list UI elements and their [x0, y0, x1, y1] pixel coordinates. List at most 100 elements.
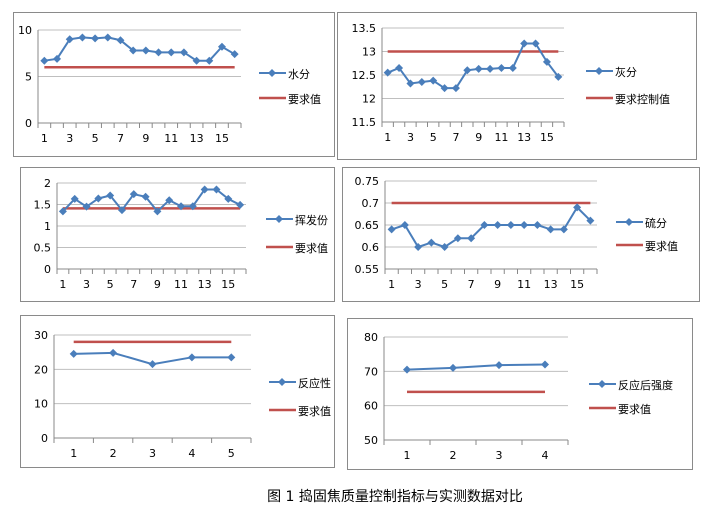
chart-volatile: 0 0.5 1 1.5 2 1 3 5 7 9 11 13 15 挥发份 要求值: [20, 167, 335, 302]
data-point: [387, 225, 396, 234]
legend-label: 要求值: [288, 93, 321, 106]
x-tick-label: 7: [452, 131, 459, 144]
x-tick-label: 9: [494, 278, 501, 291]
x-tick-label: 1: [384, 131, 391, 144]
legend-label: 要求值: [298, 405, 331, 418]
chart-sulfur: 0.55 0.6 0.65 0.7 0.75 1 3 5 7 9 11 13 15 硫分 要求值: [342, 167, 700, 302]
data-point: [541, 360, 549, 369]
data-point: [467, 234, 476, 243]
data-point: [70, 194, 79, 203]
legend-marker: [278, 378, 286, 386]
x-tick-label: 3: [149, 447, 156, 460]
legend-label: 要求值: [645, 240, 678, 253]
data-point: [542, 57, 551, 66]
x-tick-label: 15: [570, 278, 584, 291]
data-point: [91, 34, 100, 43]
x-tick-label: 9: [142, 132, 149, 145]
data-point: [65, 35, 74, 44]
measured-line: [391, 205, 592, 249]
y-tick-label: 13.5: [352, 22, 377, 35]
x-tick-label: 5: [228, 447, 235, 460]
data-point: [78, 33, 87, 42]
data-point: [400, 221, 409, 229]
x-tick-label: 5: [92, 132, 99, 145]
legend-label: 反应性: [298, 376, 331, 390]
y-tick-label: 0: [44, 263, 51, 276]
x-tick-label: 9: [475, 131, 482, 144]
x-tick-label: 11: [494, 131, 508, 144]
data-point: [200, 185, 209, 194]
x-tick-label: 4: [188, 447, 195, 460]
x-tick-label: 5: [107, 278, 114, 291]
y-tick-label: 80: [364, 331, 378, 344]
data-point: [493, 221, 502, 229]
data-point: [192, 56, 201, 65]
data-point: [559, 225, 568, 234]
data-point: [106, 191, 115, 200]
y-tick-label: 0.6: [362, 241, 380, 254]
legend-marker: [268, 69, 276, 77]
x-tick-label: 11: [164, 132, 178, 145]
y-tick-label: 0.75: [355, 175, 380, 188]
data-point: [177, 202, 186, 211]
data-point: [531, 39, 540, 48]
data-point: [497, 63, 506, 72]
legend-marker: [275, 215, 283, 223]
data-point: [453, 234, 462, 243]
measured-line: [406, 363, 546, 371]
x-tick-label: 11: [517, 278, 531, 291]
data-point: [533, 221, 542, 229]
x-tick-label: 1: [70, 447, 77, 460]
x-tick-label: 5: [430, 131, 437, 144]
data-point: [179, 48, 188, 57]
x-tick-label: 7: [130, 278, 137, 291]
x-tick-label: 7: [468, 278, 475, 291]
legend-marker: [595, 67, 603, 75]
data-point: [427, 238, 436, 247]
data-point: [486, 64, 495, 73]
x-tick-label: 7: [117, 132, 124, 145]
data-point: [82, 202, 91, 211]
x-tick-label: 5: [441, 278, 448, 291]
y-tick-label: 30: [34, 329, 48, 342]
data-point: [53, 54, 62, 63]
legend-marker: [598, 380, 606, 388]
data-point: [141, 192, 150, 201]
data-point: [451, 84, 460, 93]
x-tick-label: 3: [496, 449, 503, 462]
legend-label: 要求值: [295, 242, 328, 255]
data-point: [520, 39, 529, 48]
legend-label: 要求值: [618, 403, 651, 416]
y-tick-label: 0.65: [355, 219, 380, 232]
x-tick-label: 15: [215, 132, 229, 145]
data-point: [224, 194, 233, 203]
data-point: [154, 48, 163, 57]
data-point: [417, 78, 426, 87]
y-tick-label: 10: [18, 24, 32, 37]
y-tick-label: 12: [362, 93, 376, 106]
chart-reactivity: 0 10 20 30 1 2 3 4 5 反应性 要求值: [20, 315, 335, 468]
data-point: [212, 185, 221, 194]
measured-line: [62, 188, 241, 213]
data-point: [403, 365, 411, 374]
y-tick-label: 0.7: [362, 197, 380, 210]
y-tick-label: 10: [34, 398, 48, 411]
measured-line: [44, 36, 236, 62]
y-tick-label: 70: [364, 365, 378, 378]
legend-marker: [625, 218, 633, 226]
legend-label: 要求控制值: [615, 92, 670, 106]
data-point: [414, 243, 423, 251]
y-tick-label: 5: [25, 71, 32, 84]
data-point: [109, 348, 118, 357]
y-tick-label: 50: [364, 434, 378, 447]
data-point: [69, 349, 78, 358]
y-tick-label: 2: [44, 177, 51, 190]
data-point: [508, 63, 517, 72]
data-point: [94, 194, 103, 203]
data-point: [103, 33, 112, 42]
x-tick-label: 9: [154, 278, 161, 291]
